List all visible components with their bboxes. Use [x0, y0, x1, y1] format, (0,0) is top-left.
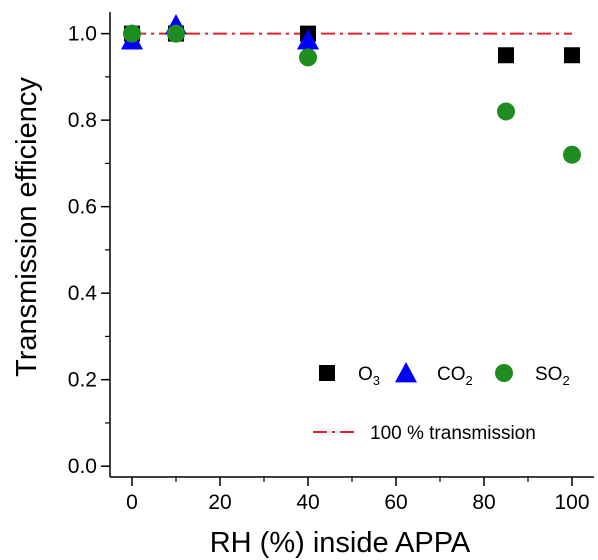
- point-o3-x100: [564, 47, 580, 64]
- x-tick-label: 100: [554, 491, 589, 514]
- point-co2-x40: [297, 29, 319, 50]
- legend-label-o3: O3: [358, 364, 380, 388]
- point-o3-x85: [498, 47, 514, 64]
- legend-label-co2: CO2: [437, 364, 473, 388]
- legend-label-so2: SO2: [535, 364, 570, 388]
- y-tick-label: 0.0: [68, 455, 97, 478]
- legend-marker-co2: [395, 362, 417, 383]
- x-tick-label: 20: [208, 491, 231, 514]
- point-so2-x85: [497, 102, 515, 121]
- point-so2-x10: [167, 24, 185, 43]
- point-so2-x100: [563, 145, 581, 164]
- y-tick-label: 0.4: [68, 282, 98, 305]
- x-tick-label: 80: [472, 491, 495, 514]
- y-tick-label: 0.8: [68, 109, 97, 132]
- x-tick-label: 40: [296, 491, 319, 514]
- y-tick-label: 1.0: [68, 23, 97, 46]
- y-tick-label: 0.6: [68, 196, 97, 219]
- y-tick-label: 0.2: [68, 369, 97, 392]
- x-axis-title: RH (%) inside APPA: [210, 527, 471, 559]
- x-tick-label: 0: [126, 491, 138, 514]
- legend-label-100-transmission: 100 % transmission: [370, 423, 536, 444]
- legend-marker-o3: [319, 365, 335, 381]
- y-axis-title: Transmission efficiency: [11, 77, 43, 377]
- point-so2-x0: [123, 24, 141, 43]
- x-tick-label: 60: [384, 491, 407, 514]
- legend-marker-so2: [495, 364, 513, 382]
- point-so2-x40: [299, 48, 317, 67]
